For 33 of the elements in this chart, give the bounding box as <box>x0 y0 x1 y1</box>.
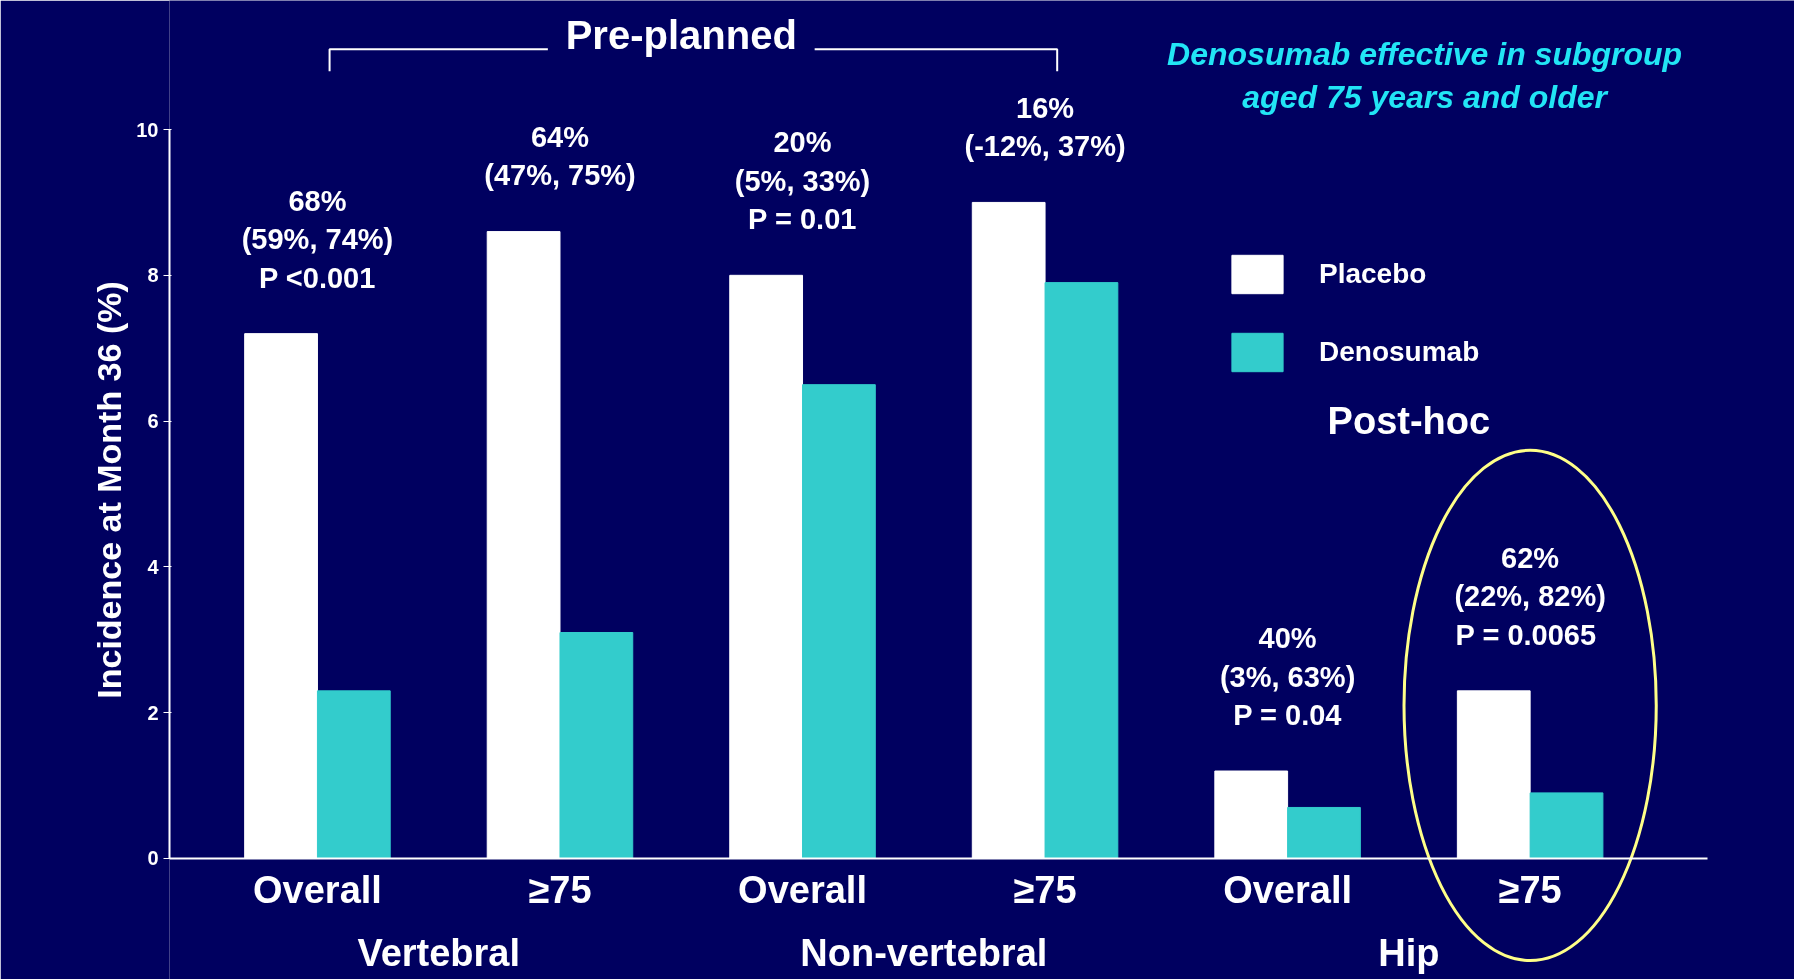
bar <box>559 632 634 859</box>
y-tick-label: 4 <box>147 555 160 578</box>
text: Non-vertebral <box>800 931 1048 974</box>
y-axis-title: Incidence at Month 36 (%) <box>90 281 129 699</box>
bar <box>316 690 391 859</box>
x-tick-label: Overall <box>738 869 867 912</box>
text: Vertebral <box>357 931 521 974</box>
text: Hip <box>1378 931 1440 974</box>
annotation: Post-hoc <box>1327 399 1491 442</box>
annotation: 16% (-12%, 37%) <box>964 91 1126 163</box>
annotation: 64% (47%, 75%) <box>484 121 636 192</box>
annotation: 68% (59%, 74%) P <0.001 <box>241 184 394 294</box>
y-tick-label: 8 <box>147 264 159 287</box>
y-tick-label: 0 <box>147 847 159 870</box>
x-tick-label: Overall <box>1223 869 1353 912</box>
x-tick-label: ≥75 <box>528 869 592 912</box>
text: Pre-planned <box>565 12 797 57</box>
x-tick-label: ≥75 <box>1498 869 1562 912</box>
x-tick-label: ≥75 <box>1013 869 1077 912</box>
bar <box>802 384 876 859</box>
legend-label: Placebo <box>1319 258 1427 290</box>
y-tick-label: 10 <box>136 118 159 141</box>
bar <box>1529 792 1604 859</box>
annotation: 40% (3%, 63%) P = 0.04 <box>1219 622 1356 731</box>
annotation: 20% (5%, 33%) P = 0.01 <box>734 126 871 236</box>
legend-label: Denosumab <box>1319 336 1480 368</box>
y-tick-label: 6 <box>147 410 159 433</box>
bar <box>1044 282 1119 859</box>
x-tick-label: Overall <box>253 869 382 912</box>
y-tick-label: 2 <box>147 701 159 724</box>
chart-subtitle: Denosumab effective in subgroup aged 75 years and older <box>1167 35 1683 115</box>
annotation: 62% (22%, 82%) P = 0.0065 <box>1454 541 1606 651</box>
bar <box>1287 806 1361 859</box>
